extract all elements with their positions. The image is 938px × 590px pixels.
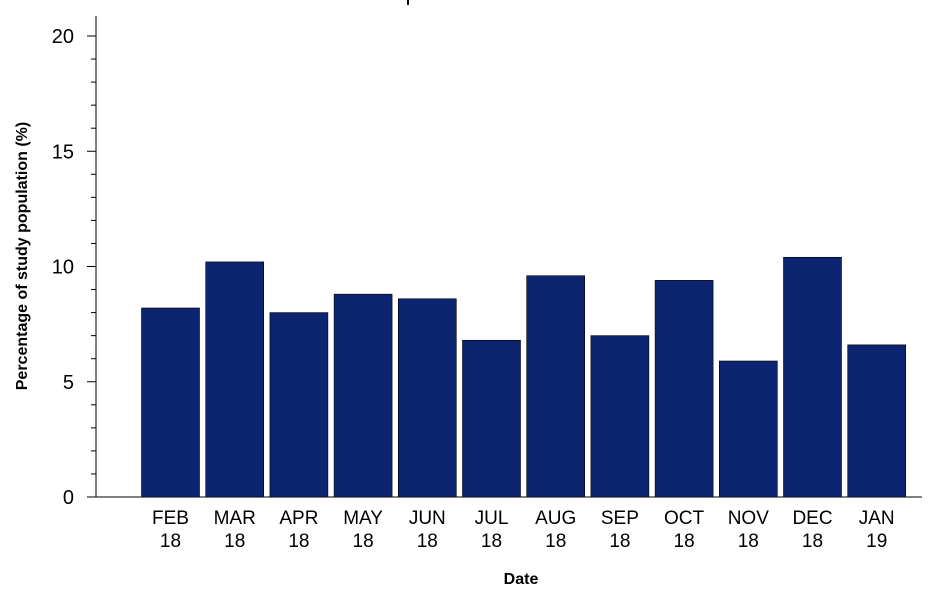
bar-series <box>141 256 907 498</box>
x-tick-label: MAR <box>214 508 256 529</box>
x-tick-label: JUN <box>409 508 446 529</box>
y-tick-label: 20 <box>52 26 74 48</box>
x-tick-label: 18 <box>417 531 438 552</box>
bar <box>654 280 714 498</box>
x-tick-label: 18 <box>802 531 823 552</box>
x-tick-label: OCT <box>664 508 705 529</box>
x-tick-label: JAN <box>859 508 895 529</box>
x-tick-label: APR <box>279 508 318 529</box>
y-tick-label: 15 <box>52 141 74 163</box>
x-tick-label: 18 <box>288 531 309 552</box>
y-tick-label: 5 <box>63 372 74 394</box>
bar <box>269 312 329 498</box>
y-axis-title: Percentage of study population (%) <box>14 122 31 390</box>
bar <box>462 339 521 498</box>
bar <box>205 261 264 498</box>
x-tick-label: NOV <box>728 508 770 529</box>
bar <box>718 360 778 498</box>
x-tick-label: 18 <box>353 531 374 552</box>
bar <box>333 293 393 498</box>
y-axis-ticks: 0 5 10 15 20 <box>52 26 96 509</box>
bar <box>526 275 586 498</box>
bar <box>847 344 907 498</box>
x-tick-label: 19 <box>866 531 887 552</box>
x-tick-label: AUG <box>535 508 576 529</box>
x-axis-tick-labels: FEB18MAR18APR18MAY18JUN18JUL18AUG18SEP18… <box>152 508 895 552</box>
x-tick-label: SEP <box>601 508 639 529</box>
x-tick-label: 18 <box>481 531 502 552</box>
y-tick-label: 0 <box>63 487 74 509</box>
bar <box>141 307 200 498</box>
y-tick-label: 10 <box>52 257 74 279</box>
bar <box>397 298 457 498</box>
bar <box>783 256 842 498</box>
x-tick-label: 18 <box>160 531 181 552</box>
x-axis-title: Date <box>504 571 539 588</box>
x-tick-label: 18 <box>545 531 566 552</box>
x-tick-label: 18 <box>609 531 630 552</box>
bar <box>590 335 650 498</box>
x-tick-label: MAY <box>343 508 383 529</box>
x-tick-label: 18 <box>674 531 695 552</box>
x-tick-label: 18 <box>738 531 759 552</box>
x-tick-label: JUL <box>475 508 509 529</box>
x-tick-label: DEC <box>792 508 832 529</box>
x-tick-label: FEB <box>152 508 189 529</box>
x-tick-label: 18 <box>224 531 245 552</box>
